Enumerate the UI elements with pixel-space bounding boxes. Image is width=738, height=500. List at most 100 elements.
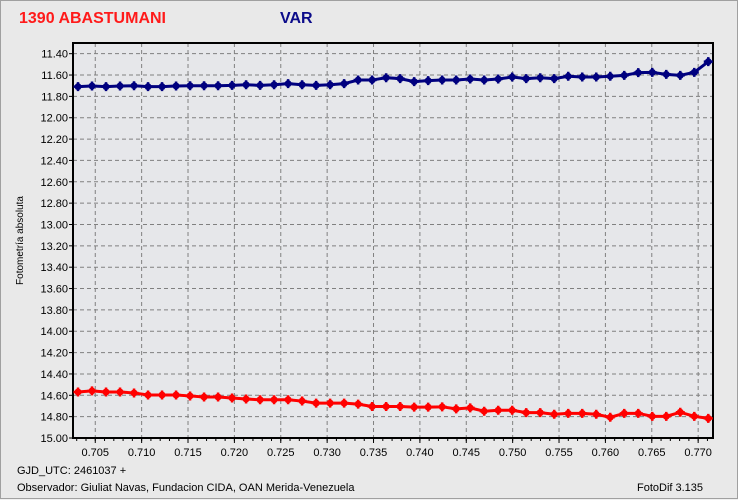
data-point-cross [283,79,293,89]
data-point-cross [227,80,237,90]
data-point-cross [549,74,559,84]
data-point [535,73,545,83]
x-tick-label: 0.735 [360,447,388,459]
data-point-cross [535,73,545,83]
data-point [87,386,97,396]
data-point [605,71,615,81]
plot-area [73,43,713,438]
data-point [381,73,391,83]
data-point-cross [549,409,559,419]
data-point-cross [521,74,531,84]
data-point-cross [353,75,363,85]
data-point-cross [465,403,475,413]
x-tick-label: 0.745 [453,447,481,459]
gjd-label: GJD_UTC: 2461037 + [17,465,127,477]
data-point [409,77,419,87]
y-tick-label: 13.40 [40,262,68,274]
x-tick-label: 0.760 [592,447,620,459]
data-point-cross [675,407,685,417]
x-tick-label: 0.765 [638,447,666,459]
data-point-cross [507,72,517,82]
data-point [129,81,139,91]
data-point [521,74,531,84]
y-tick-label: 11.80 [41,91,68,103]
data-point-cross [241,394,251,404]
data-point [143,390,153,400]
data-point [549,409,559,419]
data-point [563,71,573,81]
data-point [325,80,335,90]
y-tick-label: 15.00 [40,433,68,445]
y-tick-label: 12.40 [40,155,68,167]
data-point [577,408,587,418]
data-point [661,69,671,79]
y-tick-label: 13.00 [40,219,68,231]
y-axis-label: Fotometría absoluta [15,196,26,285]
data-point-cross [703,57,713,67]
data-point-cross [689,411,699,421]
data-point [283,79,293,89]
data-point-cross [577,72,587,82]
data-point-cross [115,81,125,91]
data-point [101,387,111,397]
x-tick-label: 0.710 [128,447,156,459]
y-tick-label: 14.00 [40,326,68,338]
data-point [479,406,489,416]
data-point-cross [283,395,293,405]
x-tick-label: 0.725 [267,447,295,459]
data-point-cross [563,408,573,418]
data-point [451,404,461,414]
data-point-cross [521,408,531,418]
data-point [437,402,447,412]
data-point-cross [143,82,153,92]
x-tick-label: 0.755 [545,447,573,459]
y-tick-label: 14.20 [40,348,68,360]
data-point-cross [269,395,279,405]
data-point-cross [563,71,573,81]
data-point [353,75,363,85]
data-point [143,82,153,92]
y-tick-label: 11.60 [41,70,68,82]
data-point-cross [479,406,489,416]
data-point-cross [381,402,391,412]
data-point [311,80,321,90]
data-point-cross [325,80,335,90]
x-tick-label: 0.730 [313,447,341,459]
data-point-cross [157,82,167,92]
data-point [213,392,223,402]
series-line-1 [77,389,709,420]
data-point-cross [409,402,419,412]
data-point-cross [605,71,615,81]
data-point-cross [395,402,405,412]
y-tick-label: 13.20 [40,241,68,253]
data-point-cross [409,77,419,87]
data-point [395,74,405,84]
data-point [661,411,671,421]
y-tick-label: 11.40 [41,49,68,61]
data-point [367,402,377,412]
data-point [297,80,307,90]
data-point-cross [73,387,83,397]
data-point [157,390,167,400]
data-point [451,75,461,85]
data-point [647,67,657,77]
data-point [689,67,699,77]
data-point-cross [269,80,279,90]
data-point [73,387,83,397]
data-point [199,81,209,91]
data-point [269,395,279,405]
data-point-cross [325,398,335,408]
data-point-cross [353,399,363,409]
x-tick-label: 0.740 [406,447,434,459]
data-point-cross [591,72,601,82]
data-point-cross [143,390,153,400]
data-point-cross [703,413,713,423]
data-point-cross [255,395,265,405]
data-point [591,72,601,82]
data-point-cross [647,67,657,77]
data-point-cross [87,386,97,396]
data-point [199,392,209,402]
data-point-cross [367,75,377,85]
data-point [521,408,531,418]
